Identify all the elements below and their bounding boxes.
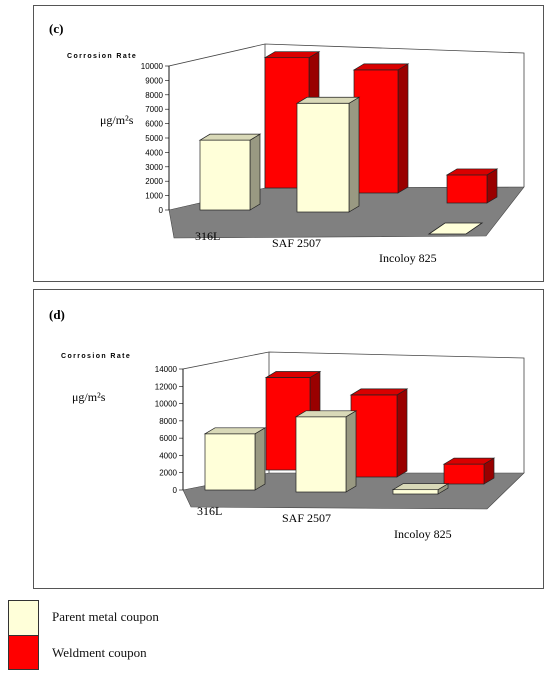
weld-bar-d-1-side xyxy=(396,388,408,478)
parent-bar-d-1-side xyxy=(345,410,357,493)
parent-bar-c-1-side xyxy=(348,96,360,213)
category-label-d-1: SAF 2507 xyxy=(282,511,331,525)
parent-bar-d-0-front xyxy=(204,433,256,491)
weld-bar-c-1-front xyxy=(353,69,399,194)
y-tick-label-d-2: 4000 xyxy=(159,451,177,460)
parent-bar-c-0-top xyxy=(198,133,262,141)
y-tick-label-d-6: 12000 xyxy=(155,382,178,391)
parent-bar-c-1 xyxy=(295,96,361,213)
weld-bar-d-2-top xyxy=(442,457,496,465)
panel-label-c: (c) xyxy=(49,21,63,36)
parent-bar-c-1-top xyxy=(295,96,361,104)
y-tick-label-d-4: 8000 xyxy=(159,417,177,426)
y-tick-label-d-5: 10000 xyxy=(155,400,178,409)
y-tick-label-d-0: 0 xyxy=(173,486,178,495)
chart-panel-c: (c) Corrosion Rate μg/m²s 0 1000 2000 3000 4000… xyxy=(33,5,544,282)
legend-weld-swatch xyxy=(8,635,39,670)
y-tick-label-c-7: 7000 xyxy=(145,105,163,114)
parent-bar-d-0 xyxy=(203,427,267,491)
chart-panel-d: (d) Corrosion Rate μg/m²s 0 2000 4000 6000 8000… xyxy=(33,289,544,589)
category-label-c-0: 316L xyxy=(195,229,220,243)
y-tick-label-c-6: 6000 xyxy=(145,120,163,129)
chart-c-svg: (c) Corrosion Rate μg/m²s 0 1000 2000 3000 4000… xyxy=(49,21,525,265)
legend-weld-label: Weldment coupon xyxy=(52,645,147,660)
category-label-c-2: Incoloy 825 xyxy=(379,251,437,265)
weld-bar-c-1-side xyxy=(397,63,409,194)
weld-bar-c-1 xyxy=(352,63,410,194)
weld-bar-d-1-top xyxy=(349,388,409,396)
parent-bar-c-0 xyxy=(198,133,262,211)
parent-bar-d-1 xyxy=(294,410,358,493)
y-tick-label-c-10: 10000 xyxy=(141,62,164,71)
y-tick-label-c-8: 8000 xyxy=(145,91,163,100)
chart-title-c: Corrosion Rate xyxy=(67,53,137,60)
y-tick-label-c-0: 0 xyxy=(159,206,164,215)
weld-bar-d-1-front xyxy=(350,394,398,478)
y-tick-label-c-3: 3000 xyxy=(145,163,163,172)
parent-bar-d-1-top xyxy=(294,410,358,418)
y-tick-label-c-5: 5000 xyxy=(145,134,163,143)
y-tick-label-d-7: 14000 xyxy=(155,365,178,374)
chart-title-d: Corrosion Rate xyxy=(61,353,131,360)
parent-bar-d-2-front xyxy=(392,489,439,495)
panel-label-d: (d) xyxy=(49,307,65,322)
y-axis-label-d: μg/m²s xyxy=(72,390,106,404)
category-label-d-2: Incoloy 825 xyxy=(394,527,452,541)
weld-bar-c-1-top xyxy=(352,63,410,71)
category-label-d-0: 316L xyxy=(197,504,222,518)
parent-bar-d-1-front xyxy=(295,416,347,493)
weld-bar-d-2-front xyxy=(443,463,485,485)
y-axis-label-c: μg/m²s xyxy=(100,113,134,127)
y-tick-label-c-2: 2000 xyxy=(145,177,163,186)
parent-bar-c-0-front xyxy=(199,139,251,211)
parent-bar-d-2 xyxy=(391,483,450,495)
category-label-c-1: SAF 2507 xyxy=(272,236,321,250)
weld-bar-c-0-top xyxy=(263,51,321,59)
weld-bar-c-2 xyxy=(445,168,499,204)
parent-bar-d-0-side xyxy=(254,427,266,491)
weld-bar-c-2-top xyxy=(445,168,499,176)
y-tick-label-d-3: 6000 xyxy=(159,434,177,443)
y-tick-label-c-1: 1000 xyxy=(145,192,163,201)
parent-bar-c-0-side xyxy=(249,133,261,211)
legend-parent-swatch xyxy=(8,600,39,636)
parent-bar-d-2-top xyxy=(391,483,450,491)
y-tick-label-c-9: 9000 xyxy=(145,76,163,85)
y-tick-label-d-1: 2000 xyxy=(159,469,177,478)
y-tick-label-c-4: 4000 xyxy=(145,148,163,157)
weld-bar-d-2 xyxy=(442,457,496,485)
legend: Parent metal coupon Weldment coupon xyxy=(8,598,308,670)
parent-bar-d-0-top xyxy=(203,427,267,435)
legend-parent-label: Parent metal coupon xyxy=(52,609,159,624)
parent-bar-c-2 xyxy=(427,222,484,235)
weld-bar-d-0-top xyxy=(264,371,322,378)
parent-bar-c-1-front xyxy=(296,102,350,213)
weld-bar-d-1 xyxy=(349,388,409,478)
chart-d-svg: (d) Corrosion Rate μg/m²s 0 2000 4000 6000 8000… xyxy=(49,307,525,541)
weld-bar-c-2-front xyxy=(446,174,488,204)
